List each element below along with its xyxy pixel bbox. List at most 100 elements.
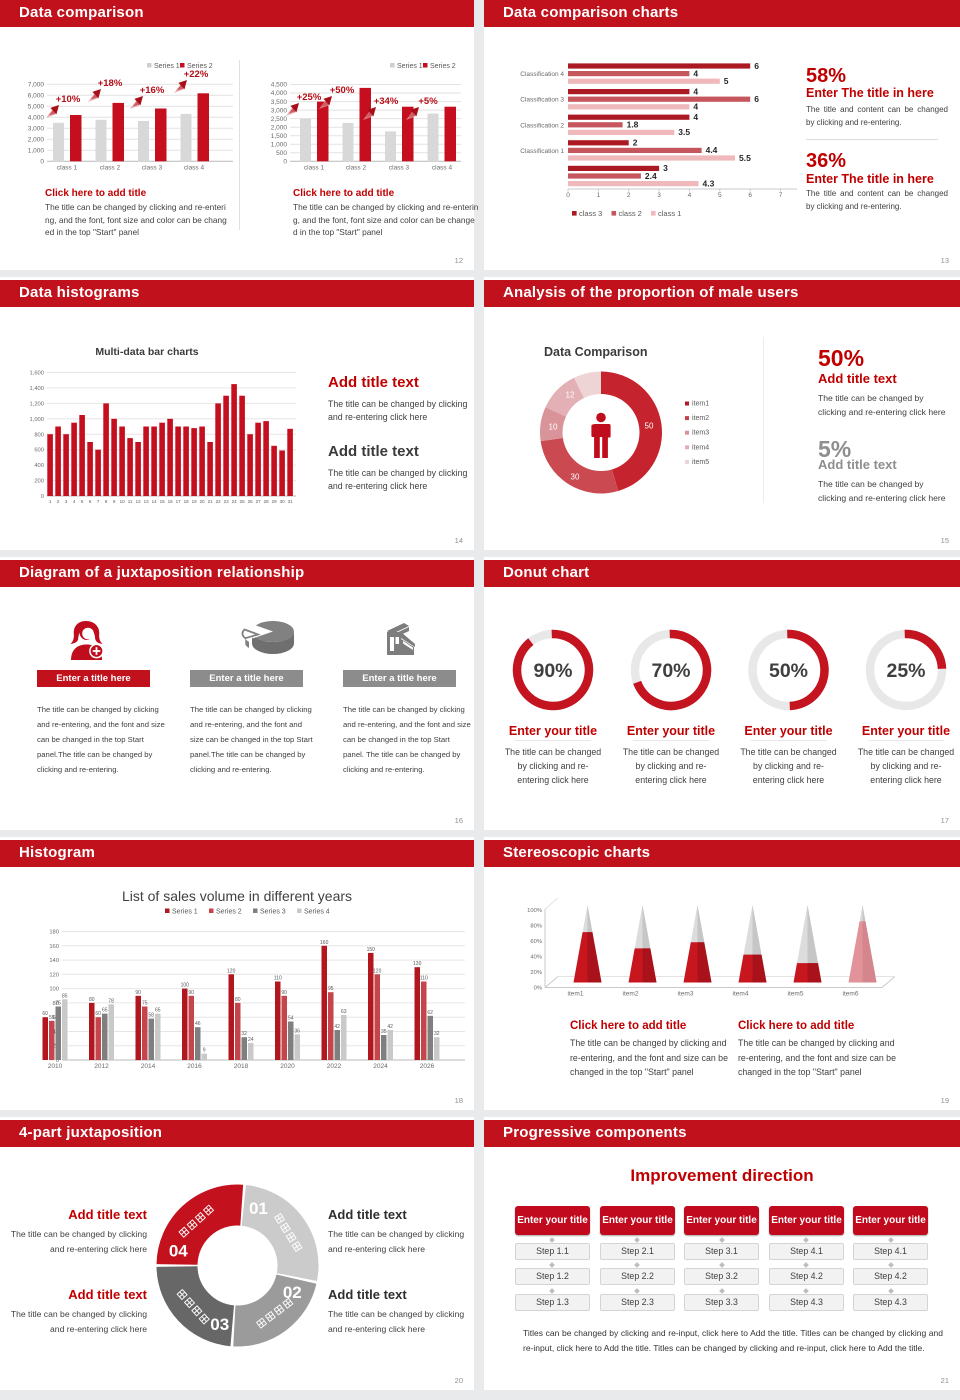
- svg-text:4: 4: [693, 86, 698, 96]
- svg-text:11: 11: [128, 499, 133, 504]
- svg-text:42: 42: [334, 1024, 340, 1030]
- svg-text:0%: 0%: [534, 986, 542, 992]
- svg-text:80: 80: [53, 1001, 59, 1007]
- svg-text:140: 140: [49, 958, 59, 964]
- svg-text:46: 46: [195, 1021, 201, 1027]
- svg-text:600: 600: [34, 448, 44, 454]
- svg-text:3: 3: [663, 163, 668, 173]
- svg-text:180: 180: [49, 930, 59, 936]
- svg-text:32: 32: [434, 1031, 440, 1037]
- svg-text:4: 4: [688, 192, 692, 199]
- svg-text:18: 18: [184, 499, 190, 504]
- svg-text:+22%: +22%: [184, 69, 209, 80]
- svg-text:4.3: 4.3: [703, 178, 715, 188]
- svg-text:120: 120: [49, 972, 59, 978]
- svg-text:4: 4: [693, 68, 698, 78]
- svg-text:2018: 2018: [234, 1063, 249, 1070]
- svg-text:24: 24: [248, 1037, 254, 1043]
- svg-text:2014: 2014: [141, 1063, 156, 1070]
- svg-text:+10%: +10%: [56, 94, 81, 105]
- svg-text:2: 2: [627, 192, 631, 199]
- svg-text:item4: item4: [733, 991, 749, 998]
- svg-text:13: 13: [144, 499, 150, 504]
- svg-text:65: 65: [155, 1008, 161, 1014]
- svg-text:14: 14: [152, 499, 158, 504]
- svg-text:1: 1: [597, 192, 601, 199]
- svg-text:class 2: class 2: [346, 165, 367, 172]
- svg-text:4.4: 4.4: [706, 145, 718, 155]
- svg-text:4: 4: [73, 499, 76, 504]
- svg-text:75: 75: [142, 1001, 148, 1007]
- svg-text:1,200: 1,200: [29, 401, 44, 407]
- svg-text:2: 2: [57, 499, 60, 504]
- svg-text:2: 2: [633, 138, 638, 148]
- svg-text:Series 3: Series 3: [260, 909, 286, 916]
- svg-text:2026: 2026: [420, 1063, 435, 1070]
- svg-text:23: 23: [224, 499, 230, 504]
- svg-text:100%: 100%: [527, 908, 542, 914]
- svg-text:item5: item5: [788, 991, 804, 998]
- svg-text:90: 90: [188, 990, 194, 996]
- svg-text:7,000: 7,000: [28, 81, 45, 88]
- svg-text:0: 0: [566, 192, 570, 199]
- svg-text:3: 3: [65, 499, 68, 504]
- svg-text:class 3: class 3: [579, 209, 602, 218]
- svg-text:4: 4: [693, 102, 698, 112]
- svg-text:+16%: +16%: [140, 85, 165, 96]
- svg-text:2,500: 2,500: [271, 116, 288, 123]
- svg-text:01: 01: [249, 1199, 268, 1218]
- svg-text:50: 50: [645, 422, 654, 431]
- svg-text:9: 9: [113, 499, 116, 504]
- svg-text:Series 1: Series 1: [397, 63, 423, 70]
- svg-text:+50%: +50%: [330, 85, 355, 96]
- svg-text:12: 12: [136, 499, 142, 504]
- svg-text:04: 04: [169, 1242, 188, 1261]
- svg-text:2010: 2010: [48, 1063, 63, 1070]
- svg-text:1,500: 1,500: [271, 133, 288, 140]
- svg-text:19: 19: [192, 499, 198, 504]
- svg-text:8: 8: [105, 499, 108, 504]
- svg-text:55: 55: [49, 1015, 55, 1021]
- svg-text:item1: item1: [692, 401, 709, 408]
- svg-text:150: 150: [367, 947, 376, 953]
- svg-text:item4: item4: [692, 444, 709, 451]
- svg-text:1.8: 1.8: [627, 120, 639, 130]
- svg-text:5,000: 5,000: [28, 103, 45, 110]
- svg-text:36: 36: [294, 1028, 300, 1034]
- svg-text:12: 12: [566, 391, 575, 400]
- svg-text:65: 65: [102, 1008, 108, 1014]
- svg-text:7: 7: [97, 499, 100, 504]
- svg-text:27: 27: [256, 499, 262, 504]
- svg-text:100: 100: [181, 983, 190, 989]
- svg-text:class 3: class 3: [389, 165, 410, 172]
- svg-text:85: 85: [62, 993, 68, 999]
- svg-text:item3: item3: [678, 991, 694, 998]
- svg-text:Classification 4: Classification 4: [520, 71, 564, 78]
- svg-text:5: 5: [724, 76, 729, 86]
- svg-text:Series 2: Series 2: [430, 63, 456, 70]
- svg-text:60: 60: [95, 1011, 101, 1017]
- svg-text:29: 29: [272, 499, 278, 504]
- svg-text:item1: item1: [568, 991, 584, 998]
- svg-text:22: 22: [216, 499, 222, 504]
- svg-text:class 2: class 2: [619, 209, 642, 218]
- svg-text:800: 800: [34, 432, 44, 438]
- svg-text:3,000: 3,000: [28, 125, 45, 132]
- svg-text:4,000: 4,000: [28, 114, 45, 121]
- svg-text:Series 1: Series 1: [154, 63, 180, 70]
- svg-text:20%: 20%: [530, 970, 542, 976]
- svg-text:54: 54: [288, 1016, 294, 1022]
- svg-text:160: 160: [320, 940, 329, 946]
- svg-text:class 4: class 4: [432, 165, 453, 172]
- svg-text:25: 25: [240, 499, 246, 504]
- svg-text:30: 30: [571, 473, 580, 482]
- svg-text:120: 120: [373, 968, 382, 974]
- svg-text:Classification 3: Classification 3: [520, 97, 564, 104]
- svg-text:80: 80: [235, 997, 241, 1003]
- svg-text:17: 17: [176, 499, 182, 504]
- svg-text:21: 21: [208, 499, 214, 504]
- svg-text:03: 03: [210, 1315, 229, 1334]
- svg-text:6,000: 6,000: [28, 92, 45, 99]
- svg-text:Classification 2: Classification 2: [520, 122, 564, 129]
- svg-text:16: 16: [168, 499, 174, 504]
